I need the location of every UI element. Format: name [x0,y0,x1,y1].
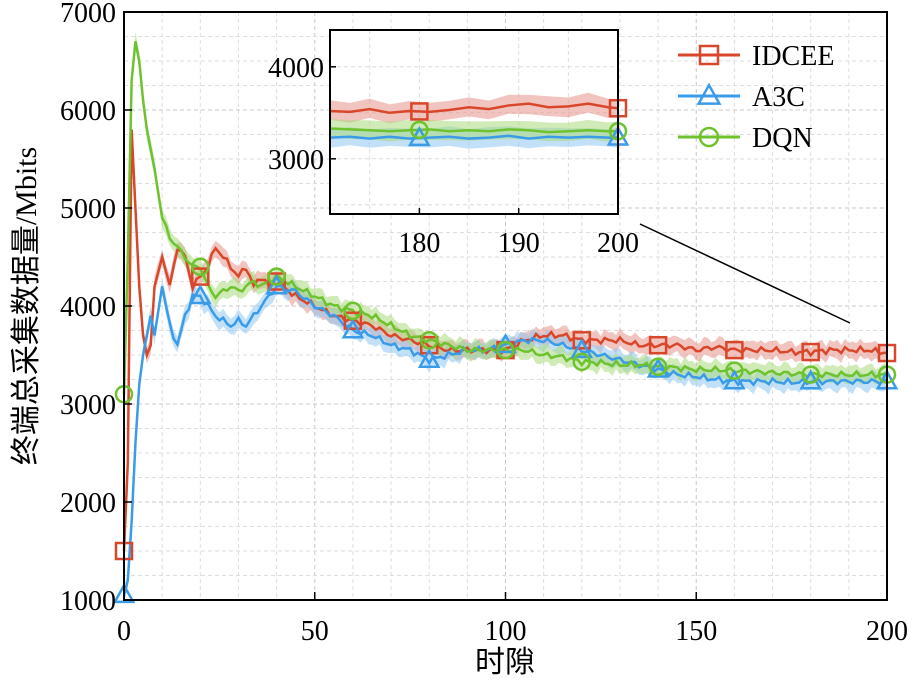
x-axis-label: 时隙 [475,646,535,679]
marker-idcee [648,335,668,355]
inset-series-lines [329,102,619,140]
y-tick-label: 2000 [60,488,116,519]
x-tick-label: 150 [675,616,717,647]
marker-a3c [188,284,212,305]
inset-marker-dqn [410,120,429,140]
marker-idcee [267,272,286,291]
y-tick-label: 3000 [60,390,116,421]
inset-line-dqn [329,127,618,134]
inset-x-tick-label: 190 [498,228,540,259]
marker-a3c [265,274,288,295]
y-tick-label: 6000 [60,96,116,127]
inset-x-tick-label: 200 [597,228,639,259]
y-tick-label: 5000 [60,194,116,225]
x-tick-label: 50 [301,616,329,647]
inset-zoom-plot: 180 190 200 3000 4000 [268,29,639,259]
series-line-a3c [122,284,888,596]
inset-connector-line [639,223,851,324]
marker-idcee [343,311,363,330]
legend: IDCEE A3C DQN [678,41,834,154]
marker-dqn [725,361,744,380]
marker-dqn [801,365,820,384]
x-tick-label: 0 [117,616,131,647]
series-line-dqn [122,41,888,395]
marker-dqn [572,352,592,372]
y-tick-label: 7000 [60,0,116,29]
legend-label-a3c: A3C [752,82,805,113]
x-tick-label: 200 [866,616,908,647]
series-lines [122,41,888,596]
legend-marker-dqn [698,126,720,148]
inset-y-tick-label: 4000 [268,53,324,84]
inset-frame [329,29,619,215]
legend-marker-idcee [698,44,720,66]
marker-a3c [417,347,441,368]
inset-line-a3c [329,134,618,140]
marker-idcee [572,331,592,350]
x-tick-label: 100 [485,616,527,647]
inset-x-ticks: 180 190 200 [398,208,639,259]
marker-dqn [191,257,210,277]
marker-a3c [112,582,136,604]
y-tick-label: 1000 [60,586,116,617]
marker-idcee [419,335,439,355]
marker-a3c [341,318,365,339]
inset-y-tick-label: 3000 [268,145,324,176]
marker-a3c [570,337,594,359]
y-axis-label: 终端总采集数据量/Mbits [10,147,43,465]
marker-dqn [648,357,668,377]
marker-dqn [267,267,286,286]
marker-dqn [419,331,439,350]
marker-dqn [496,340,515,360]
inset-x-tick-label: 180 [398,228,440,259]
y-axis-ticks: 1000 2000 3000 4000 5000 6000 7000 [60,0,132,617]
series-markers [112,257,899,604]
marker-dqn [343,301,363,321]
legend-label-dqn: DQN [752,123,813,154]
inset-line-idcee [329,102,619,115]
marker-a3c [723,369,746,390]
legend-marker-a3c [696,82,722,105]
legend-label-idcee: IDCEE [752,41,834,72]
inset-y-ticks: 3000 4000 [268,53,336,176]
x-axis-ticks: 0 50 100 150 200 [117,592,908,647]
marker-a3c [646,357,670,378]
y-tick-label: 4000 [60,292,116,323]
marker-idcee [801,342,820,362]
inset-marker-idcee [410,102,429,121]
marker-idcee [725,340,744,360]
